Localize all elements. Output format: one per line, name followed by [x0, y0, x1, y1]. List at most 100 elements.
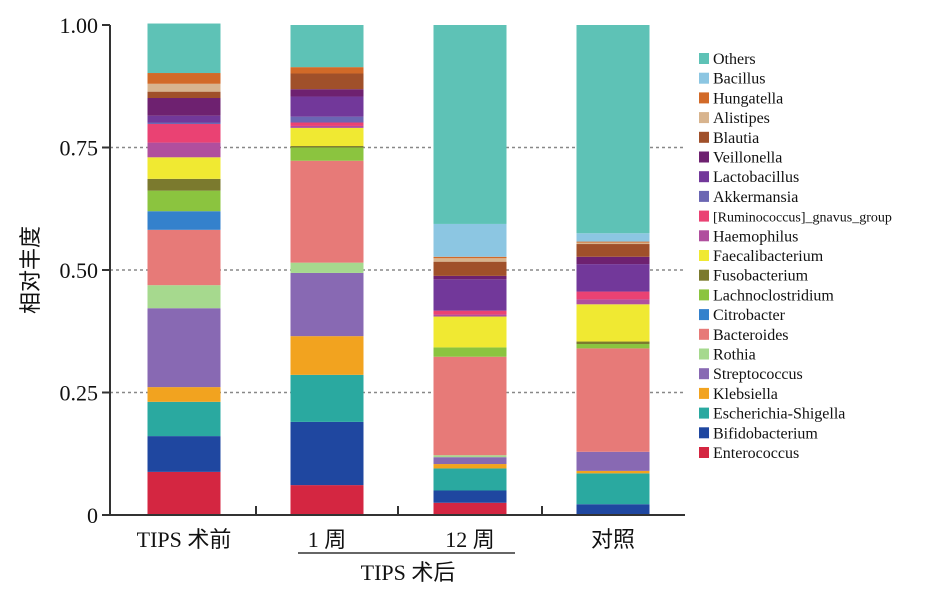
bar-segment-akkermansia	[290, 116, 364, 123]
bar-segment-faecalibacterium	[290, 127, 364, 147]
legend-label: Faecalibacterium	[713, 248, 824, 265]
legend-label: Klebsiella	[713, 386, 778, 403]
legend-swatch	[699, 53, 709, 64]
bar-segment-hungatella	[147, 73, 221, 84]
y-tick-label: 1.00	[60, 13, 99, 38]
legend-label: Blautia	[713, 130, 759, 147]
legend-label: Enterococcus	[713, 445, 799, 462]
legend-label: Streptococcus	[713, 366, 803, 383]
legend-swatch	[699, 328, 709, 340]
legend-swatch	[699, 447, 709, 458]
legend-swatch	[699, 112, 709, 124]
legend-swatch	[699, 190, 709, 202]
legend-swatch	[699, 269, 709, 281]
legend-swatch	[699, 210, 709, 222]
bar-segment-klebsiella	[147, 387, 221, 402]
legend-label: Lactobacillus	[713, 169, 799, 186]
legend-swatch	[699, 387, 709, 399]
x-tick-label: 1 周	[308, 527, 347, 552]
legend-item: Hungatella	[699, 90, 783, 107]
bar-segment-hungatella	[576, 241, 650, 243]
y-tick-label: 0.50	[60, 258, 99, 283]
bar-segment-lachnoclostridium	[147, 190, 221, 212]
bar-segment-lactobacillus	[290, 96, 364, 117]
bar-segment-veillonella	[576, 256, 650, 265]
bar-segment-lactobacillus	[147, 115, 221, 123]
legend-swatch	[699, 348, 709, 360]
bar-segment-fusobacterium	[290, 146, 364, 148]
bar-segment-veillonella	[147, 98, 221, 116]
legend-swatch	[699, 230, 709, 242]
legend-label: Haemophilus	[713, 228, 798, 245]
bar-segment-escherichia-shigella	[147, 401, 221, 437]
group-label: TIPS 术后	[361, 560, 456, 585]
legend-item: Faecalibacterium	[699, 248, 824, 265]
bar-segment-haemophilus	[290, 125, 364, 128]
bar-segment-lachnoclostridium	[576, 343, 650, 349]
bar-segment--ruminococcus-gnavus-group	[433, 310, 507, 315]
x-tick-label: TIPS 术前	[137, 527, 232, 552]
legend-item: Bifidobacterium	[699, 425, 818, 442]
bar-segment-bifidobacterium	[147, 436, 221, 472]
bar-segment-veillonella	[433, 275, 507, 280]
bar-segment-klebsiella	[290, 336, 364, 375]
bar-segment-rothia	[290, 262, 364, 273]
bar-segment-klebsiella	[433, 464, 507, 469]
bar-segment-bifidobacterium	[290, 421, 364, 486]
legend-item: Haemophilus	[699, 228, 798, 245]
bar-segment-escherichia-shigella	[576, 473, 650, 505]
bar-segment-escherichia-shigella	[433, 468, 507, 491]
bar-segment-streptococcus	[433, 457, 507, 465]
bars	[147, 23, 650, 515]
legend-swatch	[699, 289, 709, 301]
bar-segment-haemophilus	[576, 299, 650, 305]
legend-label: Alistipes	[713, 110, 770, 127]
legend-item: Veillonella	[699, 150, 782, 167]
bar-segment-lactobacillus	[433, 279, 507, 311]
bar-segment-bacteroides	[576, 348, 650, 452]
bar-segment-alistipes	[433, 258, 507, 262]
legend-label: Bacteroides	[713, 327, 789, 344]
legend-item: Akkermansia	[699, 189, 798, 206]
legend-swatch	[699, 92, 709, 104]
legend-swatch	[699, 131, 709, 143]
legend-label: Rothia	[713, 347, 756, 364]
bar-segment-blautia	[290, 73, 364, 90]
legend-label: Bacillus	[713, 71, 765, 88]
bar-segment-blautia	[147, 91, 221, 99]
bar-segment-faecalibacterium	[433, 316, 507, 348]
bar-segment-streptococcus	[147, 308, 221, 388]
legend-label: Escherichia-Shigella	[713, 406, 845, 423]
bar-segment-bacteroides	[433, 356, 507, 456]
x-tick-label: 12 周	[445, 527, 495, 552]
y-tick-label: 0.25	[60, 381, 99, 406]
bar-segment-streptococcus	[290, 272, 364, 337]
bar-segment-blautia	[576, 244, 650, 257]
bar-segment-enterococcus	[290, 485, 364, 515]
y-tick-label: 0.75	[60, 136, 99, 161]
legend-item: Streptococcus	[699, 366, 803, 383]
bar-segment--ruminococcus-gnavus-group	[576, 291, 650, 300]
bar-segment-others	[576, 25, 650, 234]
bar-segment-others	[433, 25, 507, 224]
x-tick-label: 对照	[591, 527, 635, 552]
legend-item: Lactobacillus	[699, 169, 799, 186]
legend-label: Fusobacterium	[713, 268, 809, 285]
bar-segment-klebsiella	[576, 470, 650, 474]
bar-segment--ruminococcus-gnavus-group	[147, 123, 221, 143]
bar-segment-rothia	[147, 285, 221, 309]
bar-segment--ruminococcus-gnavus-group	[290, 122, 364, 126]
bar-segment-rothia	[433, 455, 507, 458]
legend-item: Others	[699, 51, 756, 68]
legend-label: Citrobacter	[713, 307, 786, 324]
legend-item: Enterococcus	[699, 445, 799, 462]
y-axis-label: 相对丰度	[19, 226, 44, 314]
bar-segment-enterococcus	[147, 471, 221, 515]
bar-segment-enterococcus	[433, 502, 507, 515]
y-tick-label: 0	[87, 503, 98, 528]
legend-item: Klebsiella	[699, 386, 778, 403]
bar-segment-hungatella	[290, 67, 364, 74]
bar-segment-blautia	[433, 261, 507, 276]
bar-segment-bifidobacterium	[433, 490, 507, 503]
